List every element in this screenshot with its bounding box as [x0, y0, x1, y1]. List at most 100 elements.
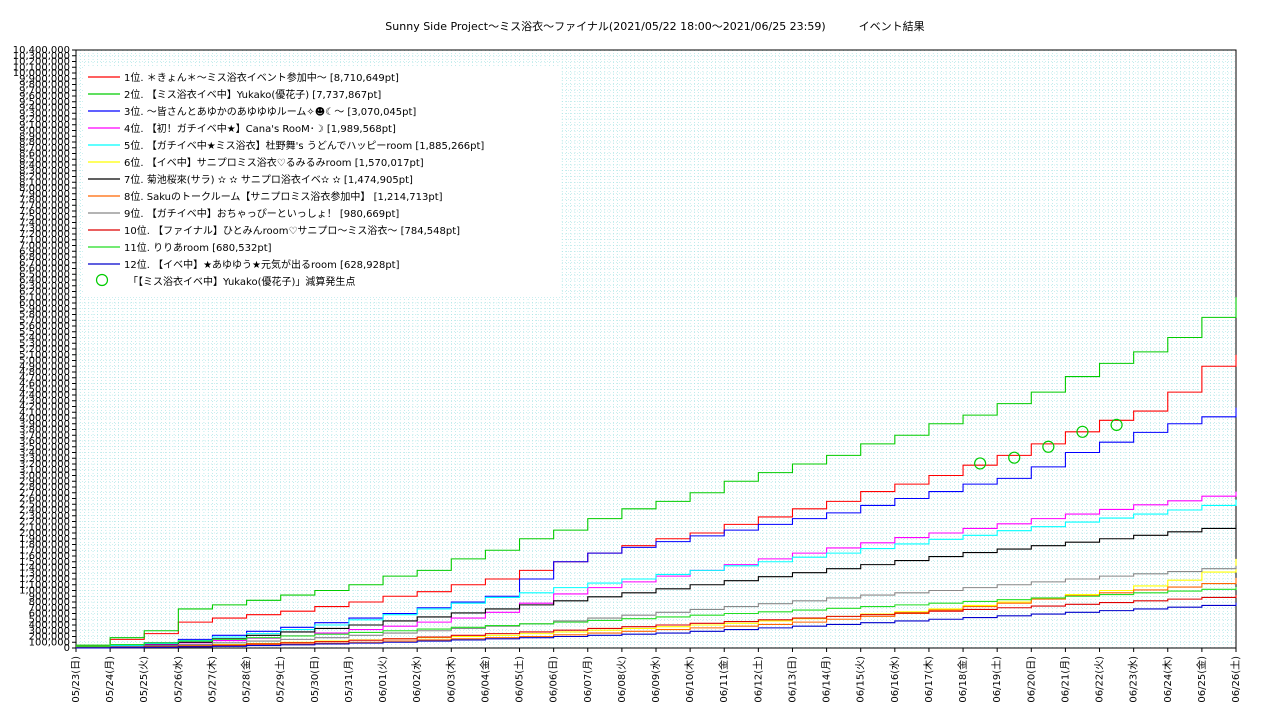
y-tick-label: 4,400,000 — [19, 390, 70, 401]
y-tick-label: 9,900,000 — [19, 74, 70, 85]
y-tick-label: 1,400,000 — [19, 563, 70, 574]
x-tick-label: 05/26(水) — [172, 656, 184, 703]
legend-label: 8位. Sakuのトークルーム【サニプロミス浴衣参加中】 [1,214,713p… — [124, 190, 443, 203]
y-tick-label: 7,300,000 — [19, 223, 70, 234]
y-tick-label: 6,500,000 — [19, 269, 70, 280]
y-tick-label: 6,400,000 — [19, 275, 70, 286]
x-tick-label: 06/23(水) — [1128, 656, 1140, 703]
y-tick-label: 5,100,000 — [19, 350, 70, 361]
y-tick-label: 8,400,000 — [19, 160, 70, 171]
y-tick-label: 200,000 — [29, 632, 70, 643]
y-tick-label: 8,900,000 — [19, 131, 70, 142]
x-tick-label: 06/19(土) — [990, 656, 1003, 703]
y-tick-label: 2,600,000 — [19, 494, 70, 505]
x-tick-label: 06/08(火) — [616, 656, 628, 703]
y-tick-label: 600,000 — [29, 609, 70, 620]
x-tick-label: 06/17(木) — [923, 656, 935, 703]
legend-label: 3位. 〜皆さんとあゆかのあゆゆゆルーム✧☻☾〜 [3,070,045pt] — [124, 105, 416, 118]
series-line-10 — [76, 595, 1237, 649]
series-line-12 — [76, 602, 1237, 649]
y-tick-label: 3,000,000 — [19, 471, 70, 482]
y-tick-label: 4,700,000 — [19, 373, 70, 384]
legend-label: 4位. 【初！ガチイベ中★】Cana's RooM･☽ [1,989,568pt… — [124, 122, 396, 135]
y-tick-label: 9,100,000 — [19, 120, 70, 131]
x-tick-label: 06/13(日) — [787, 656, 798, 703]
y-tick-label: 9,600,000 — [19, 91, 70, 102]
y-tick-label: 1,000,000 — [19, 586, 70, 597]
series-line-9 — [76, 565, 1237, 649]
y-tick-label: 2,300,000 — [19, 511, 70, 522]
y-tick-label: 5,000,000 — [19, 356, 70, 367]
series-line-11 — [76, 587, 1237, 647]
y-tick-label: 9,200,000 — [19, 114, 70, 125]
y-tick-label: 7,600,000 — [19, 206, 70, 217]
y-tick-label: 10,100,000 — [13, 62, 70, 73]
legend-label: 7位. 菊池桜來(サラ) ✫ ✫ サニプロ浴衣イベ✫ ✫ [1,474,905p… — [124, 173, 413, 186]
y-tick-label: 3,200,000 — [19, 459, 70, 470]
x-tick-label: 06/15(火) — [855, 656, 867, 703]
y-tick-label: 300,000 — [29, 626, 70, 637]
x-tick-label: 05/24(月) — [104, 656, 116, 703]
x-tick-label: 06/12(土) — [751, 656, 764, 703]
y-tick-label: 5,300,000 — [19, 338, 70, 349]
x-tick-label: 05/31(月) — [343, 656, 355, 703]
y-tick-label: 9,000,000 — [19, 126, 70, 137]
deduction-marker — [1076, 425, 1089, 438]
y-tick-label: 5,800,000 — [19, 310, 70, 321]
x-tick-label: 06/01(火) — [377, 656, 389, 703]
y-tick-label: 8,700,000 — [19, 143, 70, 154]
y-tick-label: 10,400,000 — [13, 45, 70, 56]
legend-label: 10位. 【ファイナル】ひとみんroom♡サニプロ〜ミス浴衣〜 [784,548… — [124, 224, 460, 237]
legend-label: 9位. 【ガチイベ中】おちゃっぴーといっしょ！ [980,669pt] — [124, 207, 399, 220]
x-tick-label: 06/09(水) — [650, 656, 662, 703]
y-tick-label: 2,500,000 — [19, 499, 70, 510]
y-tick-label: 100,000 — [29, 637, 70, 648]
legend-label: 12位. 【イベ中】★あゆゆう★元気が出るroom [628,928pt] — [124, 258, 400, 271]
x-tick-label: 06/26(土) — [1229, 656, 1242, 703]
y-tick-label: 6,900,000 — [19, 246, 70, 257]
legend-marker-swatch — [95, 273, 109, 287]
x-tick-label: 06/16(水) — [889, 656, 901, 703]
y-tick-label: 7,500,000 — [19, 212, 70, 223]
y-tick-label: 9,700,000 — [19, 85, 70, 96]
y-tick-label: 5,200,000 — [19, 344, 70, 355]
y-tick-label: 4,300,000 — [19, 396, 70, 407]
y-tick-label: 5,400,000 — [19, 333, 70, 344]
y-tick-label: 8,100,000 — [19, 177, 70, 188]
y-tick-label: 1,600,000 — [19, 551, 70, 562]
y-tick-label: 2,800,000 — [19, 482, 70, 493]
y-tick-label: 7,100,000 — [19, 235, 70, 246]
y-tick-label: 1,500,000 — [19, 557, 70, 568]
series-line-2 — [76, 297, 1237, 646]
y-tick-label: 10,200,000 — [13, 57, 70, 68]
x-tick-label: 06/02(水) — [411, 656, 423, 703]
deduction-marker — [1110, 418, 1123, 431]
y-tick-label: 3,500,000 — [19, 442, 70, 453]
y-tick-label: 1,300,000 — [19, 568, 70, 579]
y-tick-label: 7,700,000 — [19, 200, 70, 211]
y-tick-label: 8,000,000 — [19, 183, 70, 194]
deduction-marker — [974, 457, 987, 470]
y-tick-label: 4,900,000 — [19, 361, 70, 372]
y-tick-label: 400,000 — [29, 620, 70, 631]
y-tick-label: 3,100,000 — [19, 465, 70, 476]
y-tick-label: 6,100,000 — [19, 292, 70, 303]
x-tick-label: 05/25(火) — [138, 656, 150, 703]
y-tick-label: 2,200,000 — [19, 517, 70, 528]
y-tick-label: 6,200,000 — [19, 287, 70, 298]
x-tick-label: 06/07(月) — [582, 656, 594, 703]
legend-box — [84, 66, 560, 297]
y-tick-label: 7,400,000 — [19, 218, 70, 229]
y-tick-label: 500,000 — [29, 614, 70, 625]
y-tick-label: 6,600,000 — [19, 264, 70, 275]
legend-label: 6位. 【イベ中】サニプロミス浴衣♡るみるみroom [1,570,017pt] — [124, 156, 424, 169]
y-tick-label: 9,300,000 — [19, 108, 70, 119]
legend-marker-label: 「【ミス浴衣イベ中】Yukako(優花子)」減算発生点 — [128, 275, 355, 288]
x-tick-label: 06/06(日) — [549, 656, 560, 703]
x-tick-label: 06/11(金) — [717, 656, 730, 703]
x-tick-label: 06/04(金) — [478, 656, 491, 703]
y-tick-label: 1,200,000 — [19, 574, 70, 585]
series-line-7 — [76, 524, 1237, 649]
y-tick-label: 4,000,000 — [19, 413, 70, 424]
